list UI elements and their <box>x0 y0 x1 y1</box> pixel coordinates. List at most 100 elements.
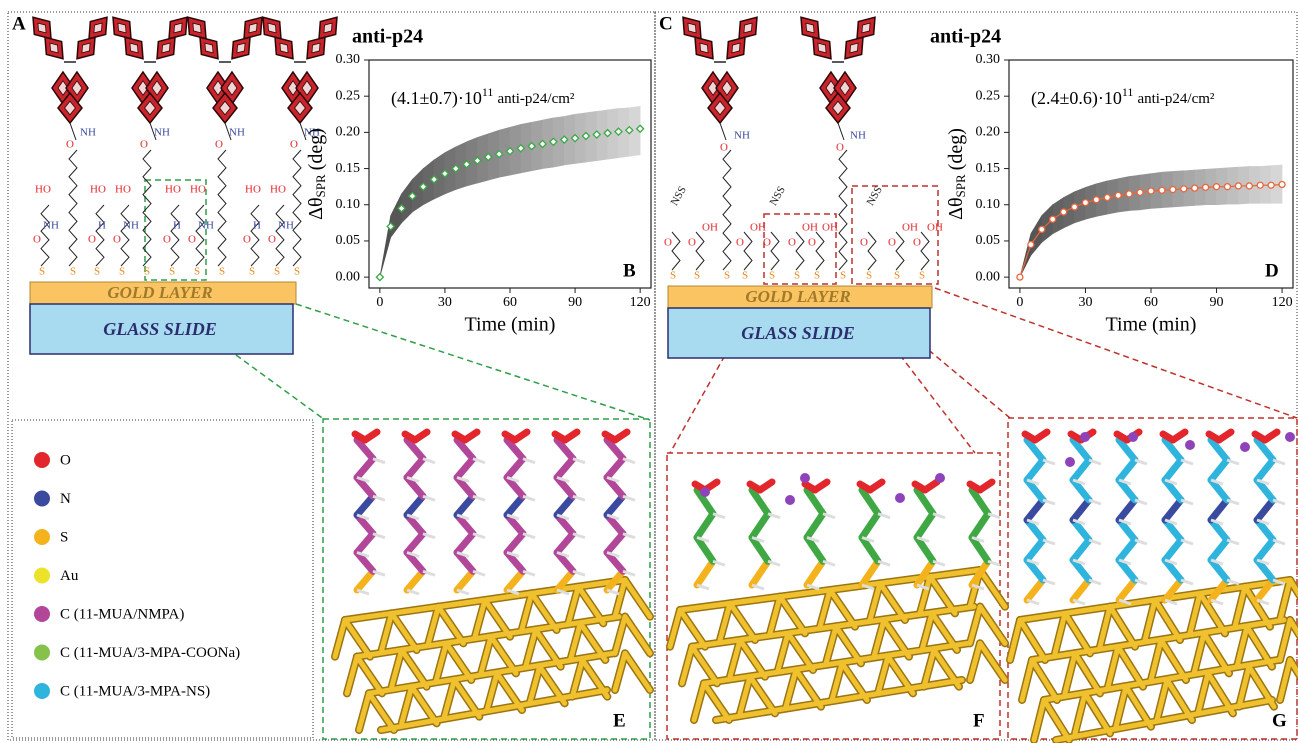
chem-label: S <box>70 266 76 278</box>
h-bond <box>373 571 385 575</box>
linker <box>720 123 726 140</box>
bond <box>407 534 423 553</box>
bond <box>557 534 573 553</box>
bond <box>807 490 823 514</box>
x-tick-label: 60 <box>503 295 517 310</box>
x-tick-label: 0 <box>376 295 383 310</box>
bond <box>697 561 713 585</box>
glass-label: GLASS SLIDE <box>103 319 217 339</box>
ion <box>1185 440 1195 450</box>
gold-bond <box>704 683 729 720</box>
gold-bond <box>680 610 705 647</box>
y-label-subscript: SPR <box>313 174 328 197</box>
bond <box>557 496 573 515</box>
antibody <box>255 11 344 140</box>
chain <box>196 205 204 266</box>
chem-label: NH <box>80 127 96 139</box>
h-bond <box>357 590 369 594</box>
h-bond <box>697 585 709 589</box>
gold-bond <box>392 613 417 650</box>
chain <box>672 232 680 270</box>
ion <box>1080 432 1090 442</box>
chart-title: anti-p24 <box>352 26 423 48</box>
chem-label: O <box>736 237 744 249</box>
y-tick-label: 0.00 <box>336 269 361 284</box>
h-bond <box>1181 460 1193 464</box>
y-tick-label: 0.25 <box>976 88 1001 103</box>
marker <box>1104 195 1110 201</box>
chem-label: S <box>144 266 150 278</box>
chem-label: H <box>253 220 261 232</box>
ion <box>1128 432 1138 442</box>
x-tick-label: 90 <box>568 295 582 310</box>
chain <box>723 150 731 270</box>
gold-bond <box>485 600 510 637</box>
x-axis-label: Time (min) <box>1106 314 1197 336</box>
antibody <box>180 11 269 140</box>
marker <box>1170 187 1176 193</box>
h-bond <box>1211 600 1223 604</box>
h-bond <box>423 459 435 463</box>
h-bond <box>1181 580 1193 584</box>
annotation-base: (2.4±0.6)·10 <box>1031 88 1122 109</box>
legend-label: N <box>60 491 71 507</box>
annotation: (2.4±0.6)·1011anti-p24/cm² <box>1031 85 1215 109</box>
chem-label: NH <box>154 127 170 139</box>
antibody <box>105 11 194 140</box>
chem-label: NH <box>43 220 59 232</box>
gold-bond <box>730 603 755 640</box>
chain <box>276 205 284 266</box>
gold-lattice <box>670 570 1005 720</box>
h-bond <box>423 571 435 575</box>
y-tick-label: 0.15 <box>976 161 1001 176</box>
bond <box>357 571 373 590</box>
y-axis-label: ΔθSPR(deg) <box>945 128 968 220</box>
substrate-c: GOLD LAYER GLASS SLIDE <box>668 286 932 358</box>
chem-label: H <box>98 220 106 232</box>
h-bond <box>1089 500 1101 504</box>
chain <box>41 205 49 266</box>
bond <box>507 496 523 515</box>
chain <box>839 150 847 270</box>
bond <box>807 561 823 585</box>
y-tick-label: 0.00 <box>976 269 1001 284</box>
linker <box>70 123 76 140</box>
uncertainty-band <box>1031 216 1042 256</box>
h-bond <box>1089 460 1101 464</box>
h-bond <box>1089 540 1101 544</box>
h-bond <box>1043 500 1055 504</box>
gold-bond <box>1065 613 1090 653</box>
marker <box>376 274 383 281</box>
marker <box>1257 182 1263 188</box>
chem-label: O <box>215 139 223 151</box>
marker <box>1093 197 1099 203</box>
chain <box>171 205 179 266</box>
chem-label: O <box>33 234 41 246</box>
h-bond <box>1227 540 1239 544</box>
marker <box>1126 191 1132 197</box>
bond <box>407 496 423 515</box>
uncertainty-band <box>391 194 402 237</box>
h-bond <box>1227 580 1239 584</box>
legend-swatch <box>34 491 50 507</box>
chem-label: S <box>670 270 676 282</box>
h-bond <box>607 590 619 594</box>
h-bond <box>373 496 385 500</box>
annotation-exponent: 11 <box>1122 85 1134 99</box>
h-bond <box>1135 540 1147 544</box>
h-bond <box>573 571 585 575</box>
h-bond <box>523 534 535 538</box>
chem-label: O <box>140 139 148 151</box>
panel-label: F <box>973 710 985 731</box>
bond <box>407 459 423 478</box>
chem-label: S <box>249 266 255 278</box>
h-bond <box>1273 460 1285 464</box>
h-bond <box>1273 540 1285 544</box>
gold-bond <box>625 653 650 690</box>
annotation-exponent: 11 <box>482 85 494 99</box>
chem-label: S <box>919 270 925 282</box>
chem-label: S <box>724 270 730 282</box>
bond <box>507 459 523 478</box>
chem-label: S <box>894 270 900 282</box>
h-bond <box>1027 600 1039 604</box>
